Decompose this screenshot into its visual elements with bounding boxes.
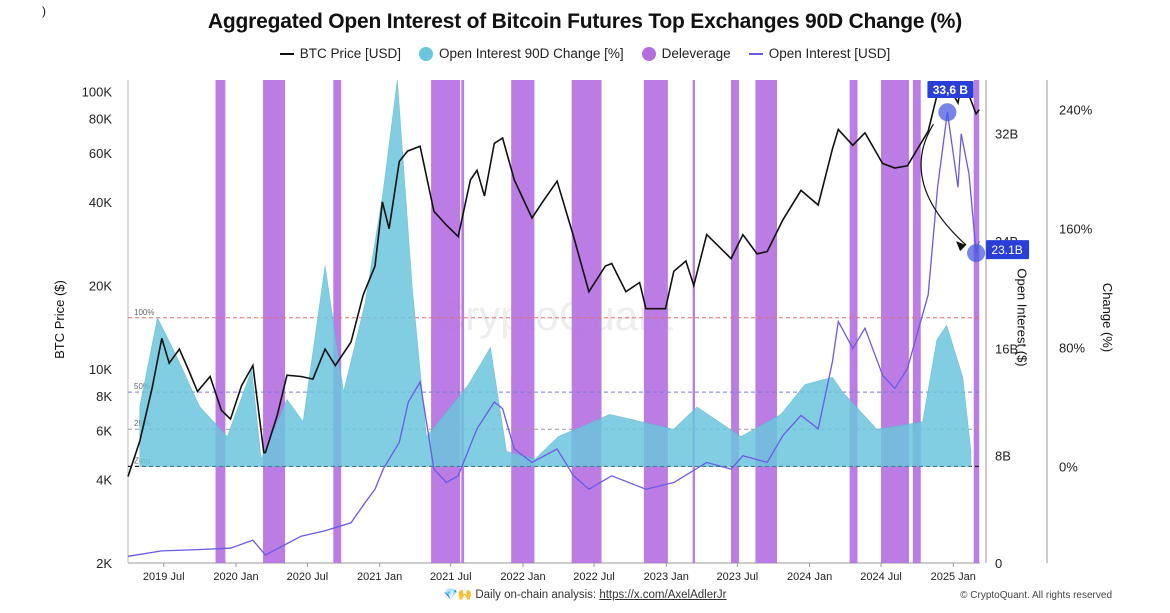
y-tick-label-change-0: 0% — [1059, 459, 1078, 474]
footer-text: Daily on-chain analysis: — [475, 589, 600, 601]
diamond-hands-icon: 💎🙌 — [443, 589, 473, 601]
x-tick-label-6: 2022 Jul — [573, 571, 615, 583]
deleverage-band-14 — [973, 80, 980, 563]
legend-item-oi-change[interactable]: Open Interest 90D Change [%] — [419, 46, 624, 61]
deleverage-band-1 — [263, 80, 286, 563]
legend-item-open-interest[interactable]: Open Interest [USD] — [748, 46, 891, 61]
y-tick-label-price-4: 10K — [89, 362, 112, 377]
x-tick-label-11: 2025 Jan — [931, 571, 976, 583]
annotation-peak-label: 33,6 B — [933, 83, 969, 97]
y-tick-label-oi-4: 32B — [995, 127, 1018, 142]
deleverage-band-8 — [692, 80, 695, 563]
y-axis-title-price: BTC Price ($) — [51, 280, 67, 359]
annotation-peak-box — [927, 81, 974, 98]
y-tick-label-oi-1: 8B — [995, 449, 1011, 464]
annotation-arrow — [920, 123, 967, 246]
deleverage-band-5 — [511, 80, 535, 563]
y-tick-label-price-6: 40K — [89, 195, 112, 210]
watermark-text: CryptoQuant — [435, 292, 673, 339]
deleverage-band-12 — [881, 80, 909, 563]
y-axis-title-oi: Open Interest ($) — [1014, 268, 1030, 367]
x-tick-label-8: 2023 Jul — [717, 571, 759, 583]
footer-credit: 💎🙌 Daily on-chain analysis: https://x.co… — [0, 587, 1170, 601]
deleverage-band-0 — [215, 80, 226, 563]
footer-link[interactable]: https://x.com/AxelAdlerJr — [599, 589, 727, 601]
deleverage-band-13 — [912, 80, 921, 563]
y-tick-label-change-1: 80% — [1059, 341, 1085, 356]
reference-label-1: 50% — [134, 382, 150, 391]
series-line-btc-price — [127, 82, 980, 477]
legend-swatch-deleverage — [641, 46, 656, 61]
y-tick-label-change-3: 240% — [1059, 103, 1093, 118]
y-tick-label-price-1: 4K — [96, 472, 112, 487]
x-tick-label-7: 2023 Jan — [644, 571, 689, 583]
x-tick-label-2: 2020 Jul — [287, 571, 329, 583]
deleverage-band-3 — [431, 80, 461, 563]
x-tick-label-9: 2024 Jan — [787, 571, 832, 583]
x-tick-label-1: 2020 Jan — [213, 571, 258, 583]
legend-swatch-open-interest — [748, 52, 763, 55]
series-line-open-interest — [127, 112, 980, 557]
legend-label-oi-change: Open Interest 90D Change [%] — [439, 46, 624, 61]
deleverage-band-4 — [461, 80, 465, 563]
annotation-arrowhead — [956, 241, 967, 252]
deleverage-band-7 — [643, 80, 668, 563]
legend-label-open-interest: Open Interest [USD] — [768, 46, 891, 61]
y-tick-label-price-8: 80K — [89, 111, 112, 126]
y-tick-label-price-9: 100K — [82, 84, 113, 99]
deleverage-band-6 — [571, 80, 602, 563]
legend-label-btc-price: BTC Price [USD] — [299, 46, 402, 61]
deleverage-band-9 — [731, 80, 739, 563]
x-tick-label-3: 2021 Jan — [357, 571, 402, 583]
annotation-peak-marker — [938, 103, 957, 122]
y-tick-label-price-2: 6K — [96, 424, 112, 439]
y-tick-label-price-5: 20K — [89, 278, 112, 293]
copyright-note: © CryptoQuant. All rights reserved — [960, 590, 1112, 601]
y-tick-label-oi-0: 0 — [995, 556, 1002, 571]
legend-swatch-btc-price — [279, 52, 294, 55]
series-area-oi-change — [139, 79, 972, 467]
deleverage-band-10 — [755, 80, 778, 563]
annotation-current-label: 23.1B — [991, 243, 1022, 257]
annotation-current-box — [986, 240, 1030, 260]
y-tick-label-price-0: 2K — [96, 556, 112, 571]
y-axis-title-change: Change (%) — [1100, 282, 1116, 353]
deleverage-band-11 — [849, 80, 858, 563]
deleverage-band-2 — [333, 80, 342, 563]
chart-title: Aggregated Open Interest of Bitcoin Futu… — [207, 10, 963, 33]
x-tick-label-5: 2022 Jan — [500, 571, 545, 583]
y-tick-label-oi-2: 16B — [995, 341, 1018, 356]
legend-swatch-oi-change — [419, 46, 434, 61]
legend-label-deleverage: Deleverage — [661, 46, 731, 61]
reference-label-0: 100% — [134, 308, 154, 317]
legend-item-btc-price[interactable]: BTC Price [USD] — [279, 46, 402, 61]
annotation-current-marker — [967, 244, 986, 263]
corner-mark: ) — [42, 4, 46, 18]
x-tick-label-0: 2019 Jul — [143, 571, 185, 583]
y-tick-label-change-2: 160% — [1059, 222, 1093, 237]
y-tick-label-price-7: 60K — [89, 146, 112, 161]
x-tick-label-4: 2021 Jul — [430, 571, 472, 583]
y-tick-label-price-3: 8K — [96, 389, 112, 404]
chart-legend: BTC Price [USD] Open Interest 90D Change… — [0, 46, 1170, 61]
x-tick-label-10: 2024 Jul — [860, 571, 902, 583]
legend-item-deleverage[interactable]: Deleverage — [641, 46, 731, 61]
